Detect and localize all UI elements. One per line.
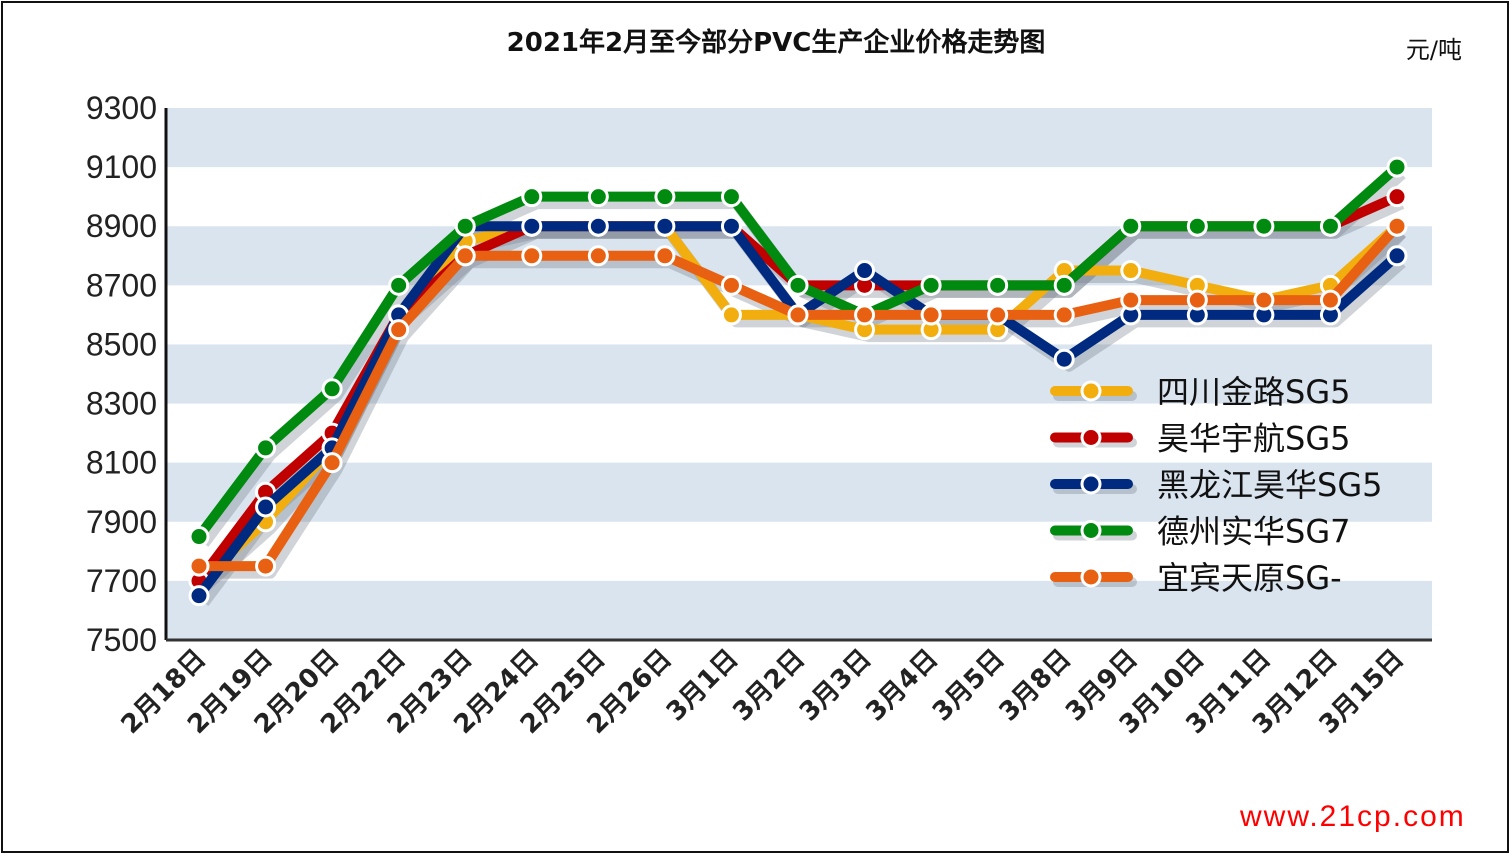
data-point: [255, 437, 277, 459]
data-point: [188, 555, 210, 577]
y-axis: 9300 9100 8900 8700 8500 8300 8100 7900 7700 7500: [86, 90, 1432, 658]
data-point: [920, 304, 942, 326]
data-point: [321, 452, 343, 474]
data-point: [1186, 289, 1208, 311]
data-point: [521, 215, 543, 237]
data-point: [987, 274, 1009, 296]
y-tick-label: 7700: [86, 563, 157, 599]
y-tick-label: 8500: [86, 326, 157, 362]
y-tick-label: 8900: [86, 208, 157, 244]
x-tick-label: 3月1日: [661, 644, 745, 728]
data-point: [854, 304, 876, 326]
x-tick-label: 3月3日: [794, 644, 878, 728]
x-tick-label: 3月8日: [994, 644, 1078, 728]
data-point: [188, 526, 210, 548]
data-point: [787, 274, 809, 296]
data-point: [654, 186, 676, 208]
data-point: [1386, 215, 1408, 237]
data-point: [1386, 156, 1408, 178]
data-point: [1120, 260, 1142, 282]
y-tick-label: 8100: [86, 445, 157, 481]
data-point: [920, 274, 942, 296]
data-point: [854, 260, 876, 282]
data-point: [1120, 289, 1142, 311]
legend-label: 四川金路SG5: [1157, 373, 1350, 411]
legend-label: 德州实华SG7: [1157, 513, 1350, 551]
data-point: [1053, 348, 1075, 370]
data-point: [454, 245, 476, 267]
legend-item: 昊华宇航SG5: [1050, 420, 1350, 458]
grid-band: [166, 462, 1432, 522]
legend-item: 四川金路SG5: [1050, 373, 1350, 411]
data-point: [587, 245, 609, 267]
y-tick-label: 9300: [86, 90, 157, 126]
data-point: [521, 245, 543, 267]
series-5: [188, 215, 1408, 577]
data-point: [1386, 186, 1408, 208]
data-point: [388, 319, 410, 341]
x-axis: 2月18日2月19日2月20日2月22日2月23日2月24日2月25日2月26日…: [116, 644, 1410, 740]
data-point: [1386, 245, 1408, 267]
watermark: www.21cp.com: [1240, 800, 1466, 833]
grid-band: [166, 108, 1432, 168]
legend-label: 宜宾天原SG-: [1157, 559, 1342, 597]
data-point: [987, 304, 1009, 326]
data-point: [654, 245, 676, 267]
series-lines: [188, 156, 1408, 607]
y-tick-label: 7500: [86, 622, 157, 658]
data-point: [1053, 304, 1075, 326]
x-tick-label: 3月4日: [860, 644, 944, 728]
data-point: [720, 274, 742, 296]
legend-item: 黑龙江昊华SG5: [1050, 466, 1382, 504]
data-point: [587, 215, 609, 237]
y-tick-label: 8700: [86, 267, 157, 303]
data-point: [720, 215, 742, 237]
chart-title: 2021年2月至今部分PVC生产企业价格走势图: [506, 28, 1046, 58]
data-point: [1186, 215, 1208, 237]
data-point: [587, 186, 609, 208]
data-point: [188, 585, 210, 607]
data-point: [1253, 215, 1275, 237]
legend: 四川金路SG5 昊华宇航SG5 黑龙江昊华SG5 德州实华SG7 宜宾天原SG-: [1050, 373, 1382, 597]
data-point: [255, 496, 277, 518]
data-point: [1319, 215, 1341, 237]
data-point: [1120, 215, 1142, 237]
data-point: [1053, 274, 1075, 296]
data-point: [654, 215, 676, 237]
legend-label: 黑龙江昊华SG5: [1157, 466, 1382, 504]
y-tick-label: 8300: [86, 386, 157, 422]
x-tick-label: 3月2日: [727, 644, 811, 728]
data-point: [720, 186, 742, 208]
y-tick-label: 7900: [86, 504, 157, 540]
y-tick-label: 9100: [86, 149, 157, 185]
legend-item: 德州实华SG7: [1050, 513, 1350, 551]
data-point: [521, 186, 543, 208]
legend-label: 昊华宇航SG5: [1157, 420, 1350, 458]
legend-item: 宜宾天原SG-: [1050, 559, 1342, 597]
x-tick-label: 3月5日: [927, 644, 1011, 728]
data-point: [321, 378, 343, 400]
data-point: [388, 274, 410, 296]
unit-label: 元/吨: [1405, 36, 1462, 64]
data-point: [454, 215, 476, 237]
data-point: [1253, 289, 1275, 311]
data-point: [787, 304, 809, 326]
data-point: [720, 304, 742, 326]
data-point: [255, 555, 277, 577]
data-point: [1319, 289, 1341, 311]
grid-band: [166, 580, 1432, 640]
